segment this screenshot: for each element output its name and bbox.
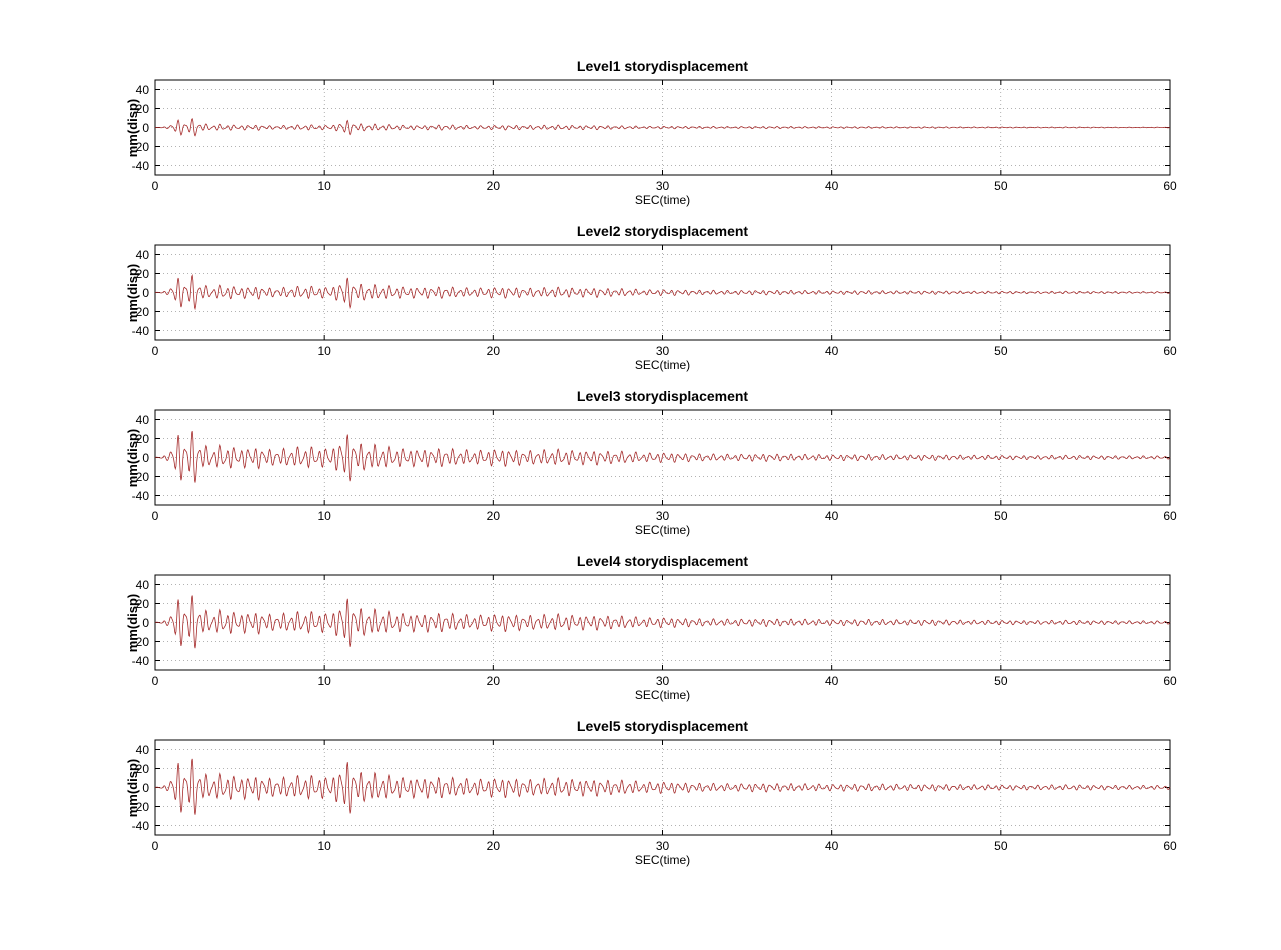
x-tick-label: 0 — [152, 670, 159, 688]
y-tick-label: 40 — [136, 83, 155, 97]
y-tick-label: -20 — [132, 635, 155, 649]
y-tick-label: -20 — [132, 140, 155, 154]
x-axis-label: SEC(time) — [155, 523, 1170, 537]
y-tick-label: -40 — [132, 819, 155, 833]
timeseries-line — [155, 275, 1170, 308]
y-tick-label: -40 — [132, 159, 155, 173]
y-tick-label: 20 — [136, 102, 155, 116]
x-tick-label: 10 — [317, 175, 330, 193]
y-tick-label: 0 — [142, 451, 155, 465]
x-tick-label: 60 — [1163, 505, 1176, 523]
y-tick-label: 20 — [136, 267, 155, 281]
x-tick-label: 30 — [656, 175, 669, 193]
x-tick-label: 30 — [656, 835, 669, 853]
subplot-level2: Level2 storydisplacementmm(disp)SEC(time… — [155, 245, 1170, 340]
x-tick-label: 20 — [487, 835, 500, 853]
x-tick-label: 10 — [317, 835, 330, 853]
x-tick-label: 40 — [825, 175, 838, 193]
x-tick-label: 50 — [994, 175, 1007, 193]
x-tick-label: 10 — [317, 505, 330, 523]
subplot-title: Level4 storydisplacement — [155, 553, 1170, 569]
plot-area — [155, 80, 1170, 175]
figure: Level1 storydisplacementmm(disp)SEC(time… — [0, 0, 1281, 950]
y-tick-label: -20 — [132, 800, 155, 814]
x-tick-label: 30 — [656, 505, 669, 523]
x-tick-label: 60 — [1163, 175, 1176, 193]
x-axis-label: SEC(time) — [155, 853, 1170, 867]
x-tick-label: 10 — [317, 670, 330, 688]
y-tick-label: 40 — [136, 413, 155, 427]
x-tick-label: 20 — [487, 670, 500, 688]
y-tick-label: 0 — [142, 121, 155, 135]
x-tick-label: 30 — [656, 340, 669, 358]
x-tick-label: 50 — [994, 835, 1007, 853]
x-tick-label: 60 — [1163, 670, 1176, 688]
x-tick-label: 20 — [487, 340, 500, 358]
subplot-title: Level3 storydisplacement — [155, 388, 1170, 404]
x-tick-label: 30 — [656, 670, 669, 688]
subplot-level5: Level5 storydisplacementmm(disp)SEC(time… — [155, 740, 1170, 835]
x-axis-label: SEC(time) — [155, 193, 1170, 207]
subplot-level1: Level1 storydisplacementmm(disp)SEC(time… — [155, 80, 1170, 175]
x-tick-label: 40 — [825, 835, 838, 853]
y-tick-label: 40 — [136, 578, 155, 592]
x-tick-label: 50 — [994, 340, 1007, 358]
x-tick-label: 60 — [1163, 340, 1176, 358]
y-tick-label: -40 — [132, 654, 155, 668]
x-tick-label: 0 — [152, 505, 159, 523]
x-axis-label: SEC(time) — [155, 358, 1170, 372]
x-tick-label: 20 — [487, 175, 500, 193]
y-tick-label: 40 — [136, 248, 155, 262]
y-tick-label: -40 — [132, 489, 155, 503]
y-tick-label: 0 — [142, 781, 155, 795]
x-tick-label: 20 — [487, 505, 500, 523]
x-tick-label: 40 — [825, 340, 838, 358]
subplot-title: Level5 storydisplacement — [155, 718, 1170, 734]
y-tick-label: 40 — [136, 743, 155, 757]
y-tick-label: 20 — [136, 597, 155, 611]
y-tick-label: 0 — [142, 616, 155, 630]
x-tick-label: 50 — [994, 505, 1007, 523]
subplot-level3: Level3 storydisplacementmm(disp)SEC(time… — [155, 410, 1170, 505]
x-axis-label: SEC(time) — [155, 688, 1170, 702]
x-tick-label: 50 — [994, 670, 1007, 688]
x-tick-label: 10 — [317, 340, 330, 358]
y-tick-label: -40 — [132, 324, 155, 338]
y-tick-label: 20 — [136, 762, 155, 776]
plot-area — [155, 575, 1170, 670]
x-tick-label: 40 — [825, 505, 838, 523]
plot-area — [155, 245, 1170, 340]
plot-area — [155, 740, 1170, 835]
y-tick-label: -20 — [132, 305, 155, 319]
x-tick-label: 40 — [825, 670, 838, 688]
y-tick-label: -20 — [132, 470, 155, 484]
subplot-title: Level2 storydisplacement — [155, 223, 1170, 239]
subplot-level4: Level4 storydisplacementmm(disp)SEC(time… — [155, 575, 1170, 670]
x-tick-label: 60 — [1163, 835, 1176, 853]
subplot-title: Level1 storydisplacement — [155, 58, 1170, 74]
plot-area — [155, 410, 1170, 505]
x-tick-label: 0 — [152, 835, 159, 853]
x-tick-label: 0 — [152, 340, 159, 358]
y-tick-label: 20 — [136, 432, 155, 446]
x-tick-label: 0 — [152, 175, 159, 193]
y-tick-label: 0 — [142, 286, 155, 300]
